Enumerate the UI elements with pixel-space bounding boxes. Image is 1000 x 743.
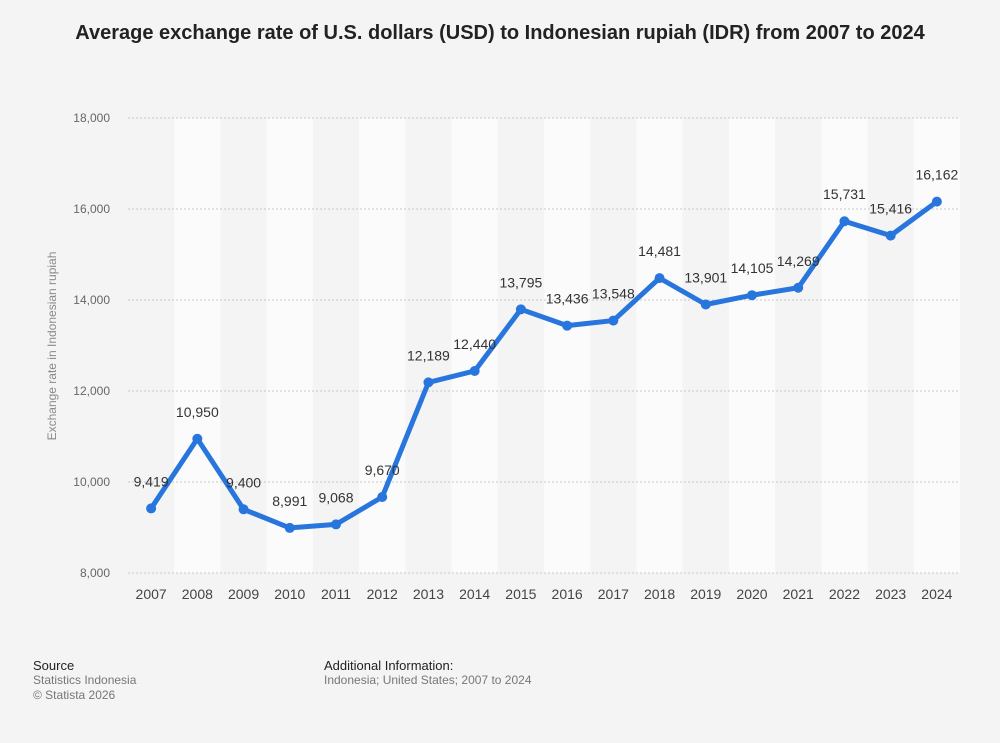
data-points bbox=[146, 196, 942, 533]
x-tick-label: 2011 bbox=[321, 586, 351, 602]
data-point bbox=[146, 503, 157, 514]
data-label: 15,416 bbox=[869, 201, 912, 217]
data-point bbox=[284, 522, 295, 533]
data-label: 9,400 bbox=[226, 474, 261, 490]
x-tick-label: 2020 bbox=[736, 586, 767, 602]
column-band bbox=[266, 118, 313, 573]
data-point bbox=[654, 273, 665, 284]
x-tick-label: 2021 bbox=[783, 586, 814, 602]
data-label: 16,162 bbox=[915, 167, 958, 183]
x-tick-label: 2018 bbox=[644, 586, 675, 602]
additional-info-text: Indonesia; United States; 2007 to 2024 bbox=[324, 673, 532, 687]
data-point bbox=[238, 504, 249, 515]
data-labels: 9,419 10,950 9,400 8,991 9,068 9,670 12,18912,… bbox=[134, 167, 959, 509]
y-axis-label: Exchange rate in Indonesian rupiah bbox=[45, 252, 59, 441]
x-axis-ticks: 2007 2008 2009 2010 2011 2012 2013 2014 2015 2016… bbox=[136, 586, 953, 602]
data-label: 13,901 bbox=[684, 270, 727, 286]
chart-title: Average exchange rate of U.S. dollars (U… bbox=[75, 22, 925, 44]
data-point bbox=[885, 230, 896, 241]
copyright[interactable]: © Statista 2026 bbox=[33, 688, 116, 702]
y-tick-label: 16,000 bbox=[73, 202, 110, 216]
data-point bbox=[562, 320, 573, 331]
x-tick-label: 2023 bbox=[875, 586, 906, 602]
y-tick-label: 18,000 bbox=[73, 111, 110, 125]
data-label: 10,950 bbox=[176, 404, 219, 420]
column-bands bbox=[174, 118, 960, 573]
data-point bbox=[515, 304, 526, 315]
x-tick-label: 2010 bbox=[274, 586, 305, 602]
series-line bbox=[148, 199, 940, 531]
data-point bbox=[793, 282, 804, 293]
data-point bbox=[377, 492, 388, 503]
column-band bbox=[174, 118, 221, 573]
column-band bbox=[728, 118, 776, 573]
y-tick-label: 10,000 bbox=[73, 475, 110, 489]
data-label: 12,189 bbox=[407, 347, 450, 363]
x-tick-label: 2007 bbox=[136, 586, 167, 602]
column-band bbox=[636, 118, 683, 573]
source-name[interactable]: Statistics Indonesia bbox=[33, 673, 137, 687]
x-tick-label: 2008 bbox=[182, 586, 213, 602]
x-tick-label: 2015 bbox=[505, 586, 536, 602]
x-tick-label: 2024 bbox=[921, 586, 952, 602]
data-point bbox=[931, 196, 942, 207]
data-point bbox=[423, 377, 434, 388]
additional-info-heading: Additional Information: bbox=[324, 658, 454, 673]
data-label: 13,548 bbox=[592, 286, 635, 302]
x-tick-label: 2014 bbox=[459, 586, 490, 602]
additional-info-block: Additional Information: Indonesia; Unite… bbox=[324, 658, 532, 688]
data-point bbox=[839, 216, 850, 227]
data-label: 12,440 bbox=[453, 336, 496, 352]
data-label: 13,436 bbox=[546, 291, 589, 307]
data-label: 9,068 bbox=[318, 489, 353, 505]
gridlines bbox=[128, 117, 960, 574]
y-tick-label: 14,000 bbox=[73, 293, 110, 307]
data-point bbox=[469, 365, 480, 376]
source-heading: Source bbox=[33, 658, 75, 673]
y-axis-ticks: 8,000 10,000 12,000 14,000 16,000 18,000 bbox=[73, 111, 110, 580]
x-tick-label: 2013 bbox=[413, 586, 444, 602]
data-label: 15,731 bbox=[823, 186, 866, 202]
column-band bbox=[451, 118, 498, 573]
column-band bbox=[821, 118, 868, 573]
y-tick-label: 12,000 bbox=[73, 384, 110, 398]
data-label: 14,269 bbox=[777, 253, 820, 269]
data-label: 14,481 bbox=[638, 243, 681, 259]
data-point bbox=[331, 519, 341, 530]
data-point bbox=[700, 299, 711, 310]
data-label: 9,419 bbox=[134, 473, 169, 489]
data-label: 13,795 bbox=[499, 274, 542, 290]
column-band bbox=[913, 118, 960, 573]
x-tick-label: 2016 bbox=[552, 586, 583, 602]
column-band bbox=[544, 118, 591, 573]
x-tick-label: 2019 bbox=[690, 586, 721, 602]
data-point bbox=[747, 290, 757, 301]
data-point bbox=[192, 433, 203, 444]
data-label: 9,670 bbox=[365, 462, 400, 478]
x-tick-label: 2009 bbox=[228, 586, 259, 602]
data-label: 14,105 bbox=[731, 260, 774, 276]
x-tick-label: 2017 bbox=[598, 586, 629, 602]
y-tick-label: 8,000 bbox=[80, 566, 110, 580]
x-tick-label: 2022 bbox=[829, 586, 860, 602]
data-label: 8,991 bbox=[272, 493, 307, 509]
source-block: Source Statistics Indonesia © Statista 2… bbox=[33, 658, 136, 703]
x-tick-label: 2012 bbox=[367, 586, 398, 602]
data-point bbox=[608, 315, 619, 326]
